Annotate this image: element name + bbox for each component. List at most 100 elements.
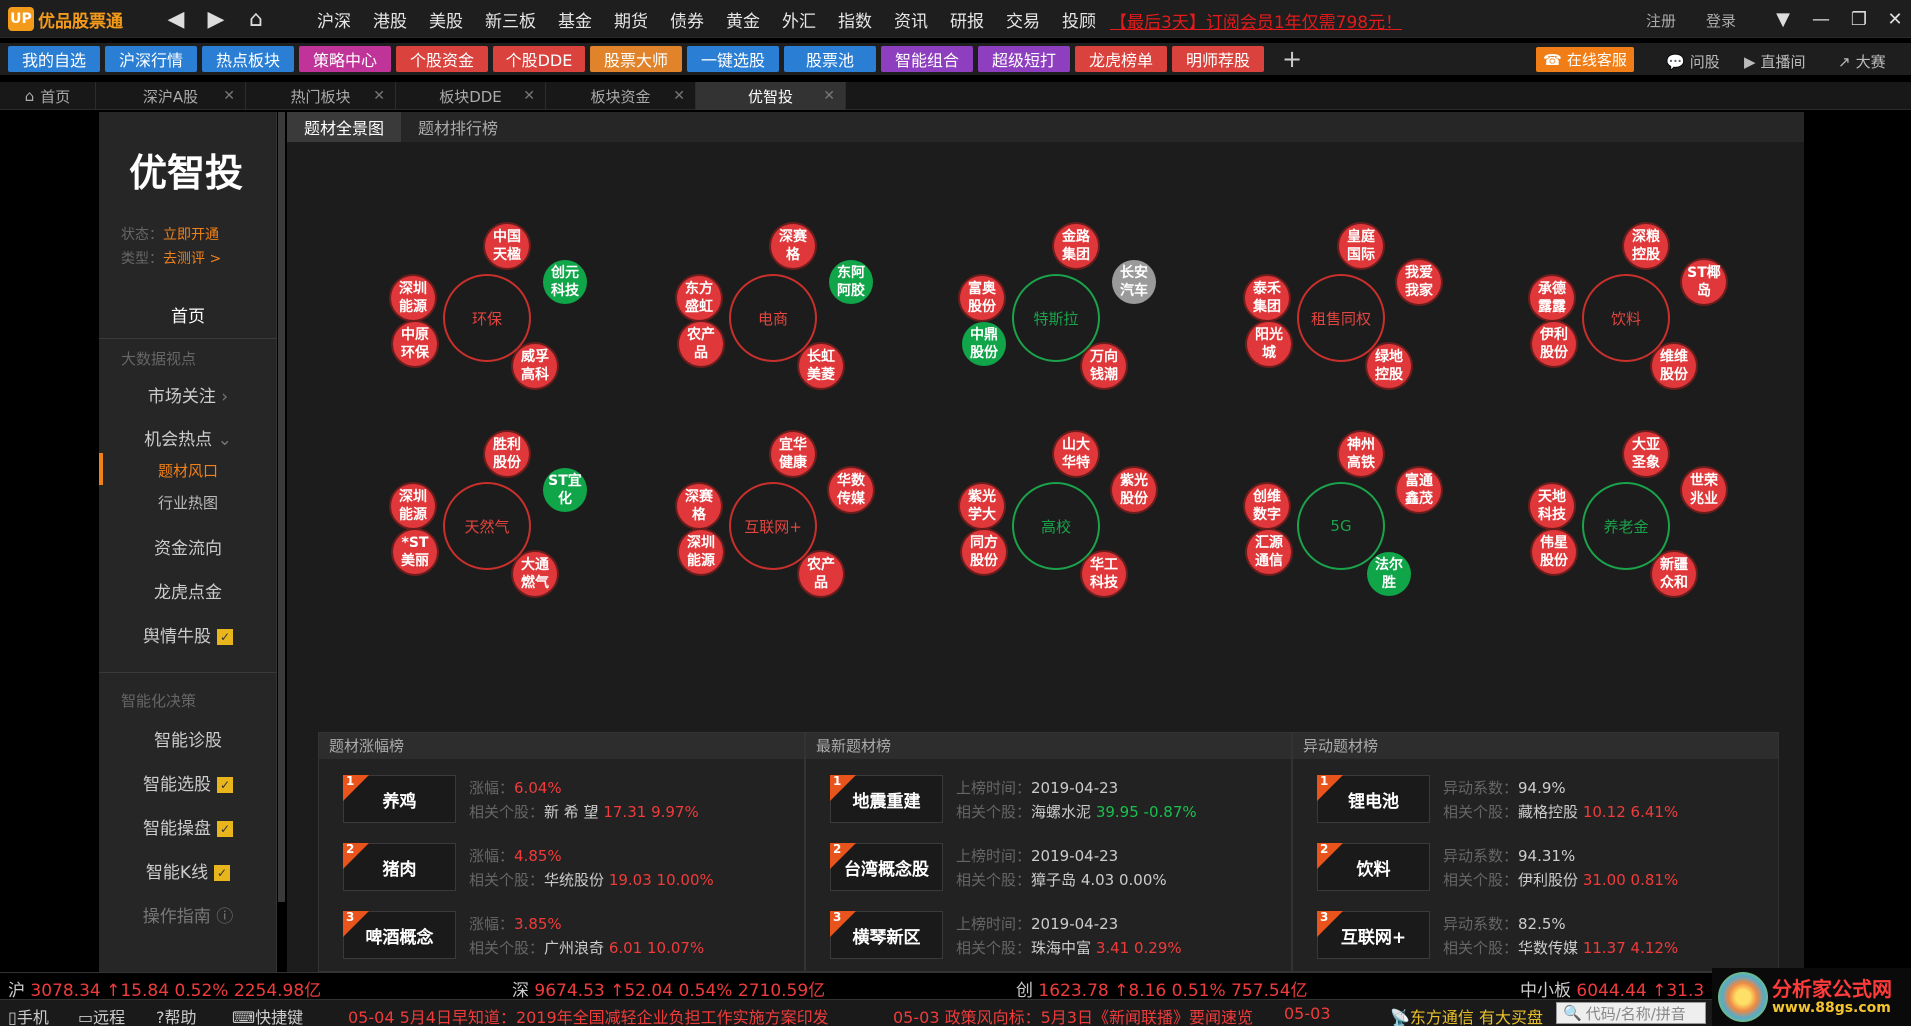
broker-alert[interactable]: 📡东方通信 有大买盘: [1390, 1008, 1544, 1026]
ticker-cy[interactable]: 创 1623.78 ↑8.16 0.51% 757.54亿: [1016, 981, 1308, 1001]
toolbar-button[interactable]: 智能组合: [881, 46, 973, 72]
menu-item[interactable]: 外汇: [782, 11, 816, 32]
minimize-icon[interactable]: —: [1812, 8, 1830, 30]
stock-search-input[interactable]: 🔍 代码/名称/拼音: [1556, 1002, 1706, 1024]
theme-name-box[interactable]: 2 饮料: [1317, 842, 1430, 891]
sidebar-item-kline[interactable]: 智能K线 ✓: [99, 858, 277, 883]
stock-bubble[interactable]: 万向钱潮: [1082, 344, 1126, 388]
toolbar-button[interactable]: 明师荐股: [1172, 46, 1264, 72]
menu-item[interactable]: 交易: [1006, 11, 1040, 32]
ticker-sz[interactable]: 深 9674.53 ↑52.04 0.54% 2710.59亿: [512, 981, 826, 1001]
sidebar-item-industry-map[interactable]: 行业热图: [157, 494, 218, 512]
theme-hub[interactable]: 养老金: [1582, 482, 1670, 570]
sidebar-item-selection[interactable]: 智能选股 ✓: [99, 770, 277, 795]
stock-bubble[interactable]: 紫光学大: [960, 484, 1004, 528]
close-tab-icon[interactable]: ✕: [523, 88, 535, 104]
stock-bubble[interactable]: 世荣兆业: [1682, 468, 1726, 512]
close-window-icon[interactable]: ✕: [1887, 8, 1903, 30]
stock-bubble[interactable]: 承德露露: [1530, 276, 1574, 320]
stock-bubble[interactable]: 华数传媒: [829, 468, 873, 512]
stock-bubble[interactable]: 深圳能源: [391, 484, 435, 528]
toolbar-button[interactable]: 我的自选: [8, 46, 100, 72]
menu-item[interactable]: 投顾: [1062, 11, 1096, 32]
stock-bubble[interactable]: 汇源通信: [1247, 530, 1291, 574]
stock-bubble[interactable]: 东方盛虹: [677, 276, 721, 320]
stock-bubble[interactable]: 中国天楹: [485, 224, 529, 268]
contest-link[interactable]: ↗ 大赛: [1838, 52, 1886, 72]
stock-bubble[interactable]: *ST美丽: [393, 530, 437, 574]
menu-item[interactable]: 债券: [670, 11, 704, 32]
stock-bubble[interactable]: 伊利股份: [1532, 322, 1576, 366]
menu-item[interactable]: 基金: [558, 11, 592, 32]
row-related-stock[interactable]: 相关个股：广州浪奇 6.01 10.07%: [469, 939, 705, 957]
phone-button[interactable]: ▯手机: [8, 1008, 49, 1026]
stock-bubble[interactable]: 维维股份: [1652, 344, 1696, 388]
stock-bubble[interactable]: ST椰岛: [1682, 260, 1726, 304]
stock-bubble[interactable]: 中鼎股份: [962, 322, 1006, 366]
home-icon[interactable]: ⌂: [249, 6, 263, 32]
close-tab-icon[interactable]: ✕: [823, 88, 835, 104]
stock-bubble[interactable]: 伟星股份: [1532, 530, 1576, 574]
stock-bubble[interactable]: 金路集团: [1054, 224, 1098, 268]
stock-bubble[interactable]: 泰禾集团: [1245, 276, 1289, 320]
theme-hub[interactable]: 特斯拉: [1012, 274, 1100, 362]
toolbar-button[interactable]: 股票大师: [590, 46, 682, 72]
menu-item[interactable]: 黄金: [726, 11, 760, 32]
stock-bubble[interactable]: 深赛格: [771, 224, 815, 268]
row-related-stock[interactable]: 相关个股：海螺水泥 39.95 -0.87%: [956, 803, 1197, 821]
tab-2[interactable]: 热门板块 ✕: [246, 82, 396, 110]
add-function-icon[interactable]: +: [1282, 45, 1303, 73]
stock-bubble[interactable]: 深赛格: [677, 484, 721, 528]
stock-bubble[interactable]: ST宜化: [543, 468, 587, 512]
theme-name-box[interactable]: 3 横琴新区: [830, 910, 943, 959]
row-related-stock[interactable]: 相关个股：珠海中富 3.41 0.29%: [956, 939, 1182, 957]
close-tab-icon[interactable]: ✕: [373, 88, 385, 104]
theme-hub[interactable]: 高校: [1012, 482, 1100, 570]
row-related-stock[interactable]: 相关个股：伊利股份 31.00 0.81%: [1443, 871, 1679, 889]
theme-name-box[interactable]: 1 锂电池: [1317, 774, 1430, 823]
menu-item[interactable]: 研报: [950, 11, 984, 32]
news-item[interactable]: 05-03 政策风向标：5月3日《新闻联播》要闻速览: [893, 1008, 1253, 1026]
shortcut-button[interactable]: ⌨快捷键: [232, 1008, 304, 1026]
stock-bubble[interactable]: 同方股份: [962, 530, 1006, 574]
back-arrow-icon[interactable]: ◀: [167, 6, 185, 32]
register-link[interactable]: 注册: [1646, 12, 1677, 30]
toolbar-button[interactable]: 股票池: [784, 46, 876, 72]
stock-bubble[interactable]: 绿地控股: [1367, 344, 1411, 388]
online-service-button[interactable]: ☎ 在线客服: [1536, 47, 1634, 72]
row-related-stock[interactable]: 相关个股：华统股份 19.03 10.00%: [469, 871, 714, 889]
theme-hub[interactable]: 环保: [443, 274, 531, 362]
tab-1[interactable]: 深沪A股 ✕: [96, 82, 246, 110]
row-related-stock[interactable]: 相关个股：新 希 望 17.31 9.97%: [469, 803, 699, 821]
sidebar-item-home[interactable]: 首页: [171, 307, 205, 327]
stock-bubble[interactable]: 神州高铁: [1339, 432, 1383, 476]
help-button[interactable]: ?帮助: [156, 1008, 197, 1026]
stock-bubble[interactable]: 宜华健康: [771, 432, 815, 476]
sidebar-item-fund-flow[interactable]: 资金流向: [154, 539, 222, 559]
remote-button[interactable]: ▭远程: [78, 1008, 126, 1026]
stock-bubble[interactable]: 天地科技: [1530, 484, 1574, 528]
toolbar-button[interactable]: 超级短打: [978, 46, 1070, 72]
stock-bubble[interactable]: 胜利股份: [485, 432, 529, 476]
tab-theme-ranking[interactable]: 题材排行榜: [417, 119, 498, 138]
sidebar-item-dragon[interactable]: 龙虎点金: [154, 583, 222, 603]
tab-theme-panorama[interactable]: 题材全景图: [287, 112, 401, 142]
stock-bubble[interactable]: 华工科技: [1082, 552, 1126, 596]
evaluate-link[interactable]: 去测评 >: [163, 251, 222, 267]
sidebar-item-guide[interactable]: 操作指南 ⓘ: [142, 907, 234, 927]
open-now-link[interactable]: 立即开通: [163, 227, 219, 243]
menu-item[interactable]: 新三板: [485, 11, 536, 32]
theme-name-box[interactable]: 3 互联网+: [1317, 910, 1430, 959]
stock-bubble[interactable]: 创维数字: [1245, 484, 1289, 528]
stock-bubble[interactable]: 深粮控股: [1624, 224, 1668, 268]
toolbar-button[interactable]: 个股资金: [396, 46, 488, 72]
tab-3[interactable]: 板块DDE ✕: [396, 82, 546, 110]
news-item[interactable]: 05-03: [1284, 1004, 1331, 1023]
stock-bubble[interactable]: 阳光城: [1247, 322, 1291, 366]
theme-name-box[interactable]: 1 地震重建: [830, 774, 943, 823]
theme-hub[interactable]: 饮料: [1582, 274, 1670, 362]
ticker-sh[interactable]: 沪 3078.34 ↑15.84 0.52% 2254.98亿: [8, 981, 322, 1001]
ask-stock-link[interactable]: 💬 问股: [1666, 52, 1720, 72]
stock-bubble[interactable]: 富奥股份: [960, 276, 1004, 320]
stock-bubble[interactable]: 长虹美菱: [799, 344, 843, 388]
